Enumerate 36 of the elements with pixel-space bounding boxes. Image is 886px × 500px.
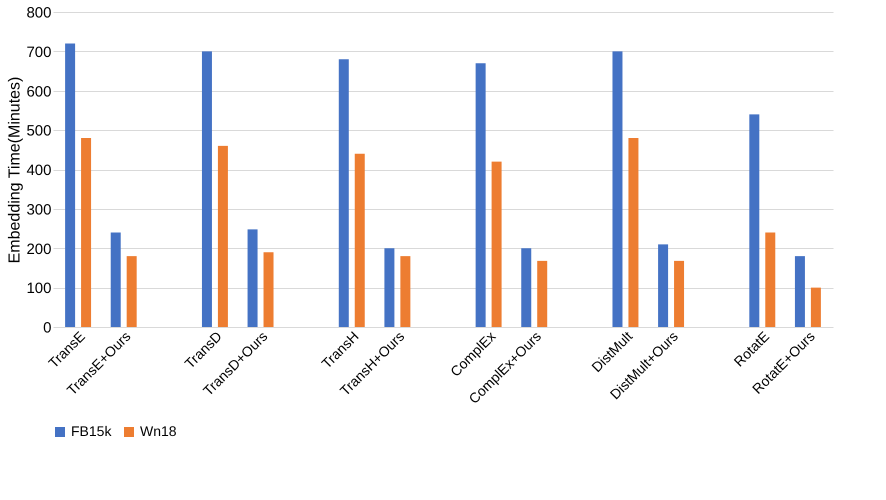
legend-label: Wn18	[140, 423, 177, 439]
y-tick-label: 800	[26, 4, 52, 22]
bar	[612, 51, 622, 327]
bar	[248, 229, 258, 327]
y-tick-label: 400	[26, 162, 52, 179]
bar	[749, 114, 760, 327]
bar	[384, 248, 394, 327]
bar	[521, 248, 532, 327]
bar	[65, 44, 76, 327]
bar	[202, 51, 212, 327]
bar	[126, 256, 137, 327]
bar	[794, 256, 805, 327]
bar	[765, 232, 776, 327]
bar	[476, 63, 486, 327]
bar	[218, 146, 228, 327]
y-tick-label: 600	[26, 83, 52, 100]
bar	[264, 252, 274, 327]
y-tick-label: 200	[26, 240, 52, 258]
y-tick-label: 100	[26, 280, 52, 298]
y-tick-label: 500	[26, 122, 52, 140]
legend-label: FB15k	[71, 423, 112, 439]
bar	[400, 256, 410, 327]
bar	[628, 138, 638, 327]
bar	[674, 260, 684, 327]
y-tick-label: 0	[43, 320, 52, 336]
bar	[492, 162, 502, 327]
bar	[537, 260, 548, 327]
bar	[338, 59, 349, 327]
y-tick-label: 700	[26, 44, 52, 61]
bar	[354, 154, 365, 327]
bar	[658, 244, 668, 327]
y-tick-label: 300	[26, 201, 52, 218]
bar	[810, 288, 821, 327]
bar	[110, 232, 121, 327]
y-axis-title: Embedding Time(Minutes)	[6, 76, 24, 264]
bar	[81, 138, 92, 327]
